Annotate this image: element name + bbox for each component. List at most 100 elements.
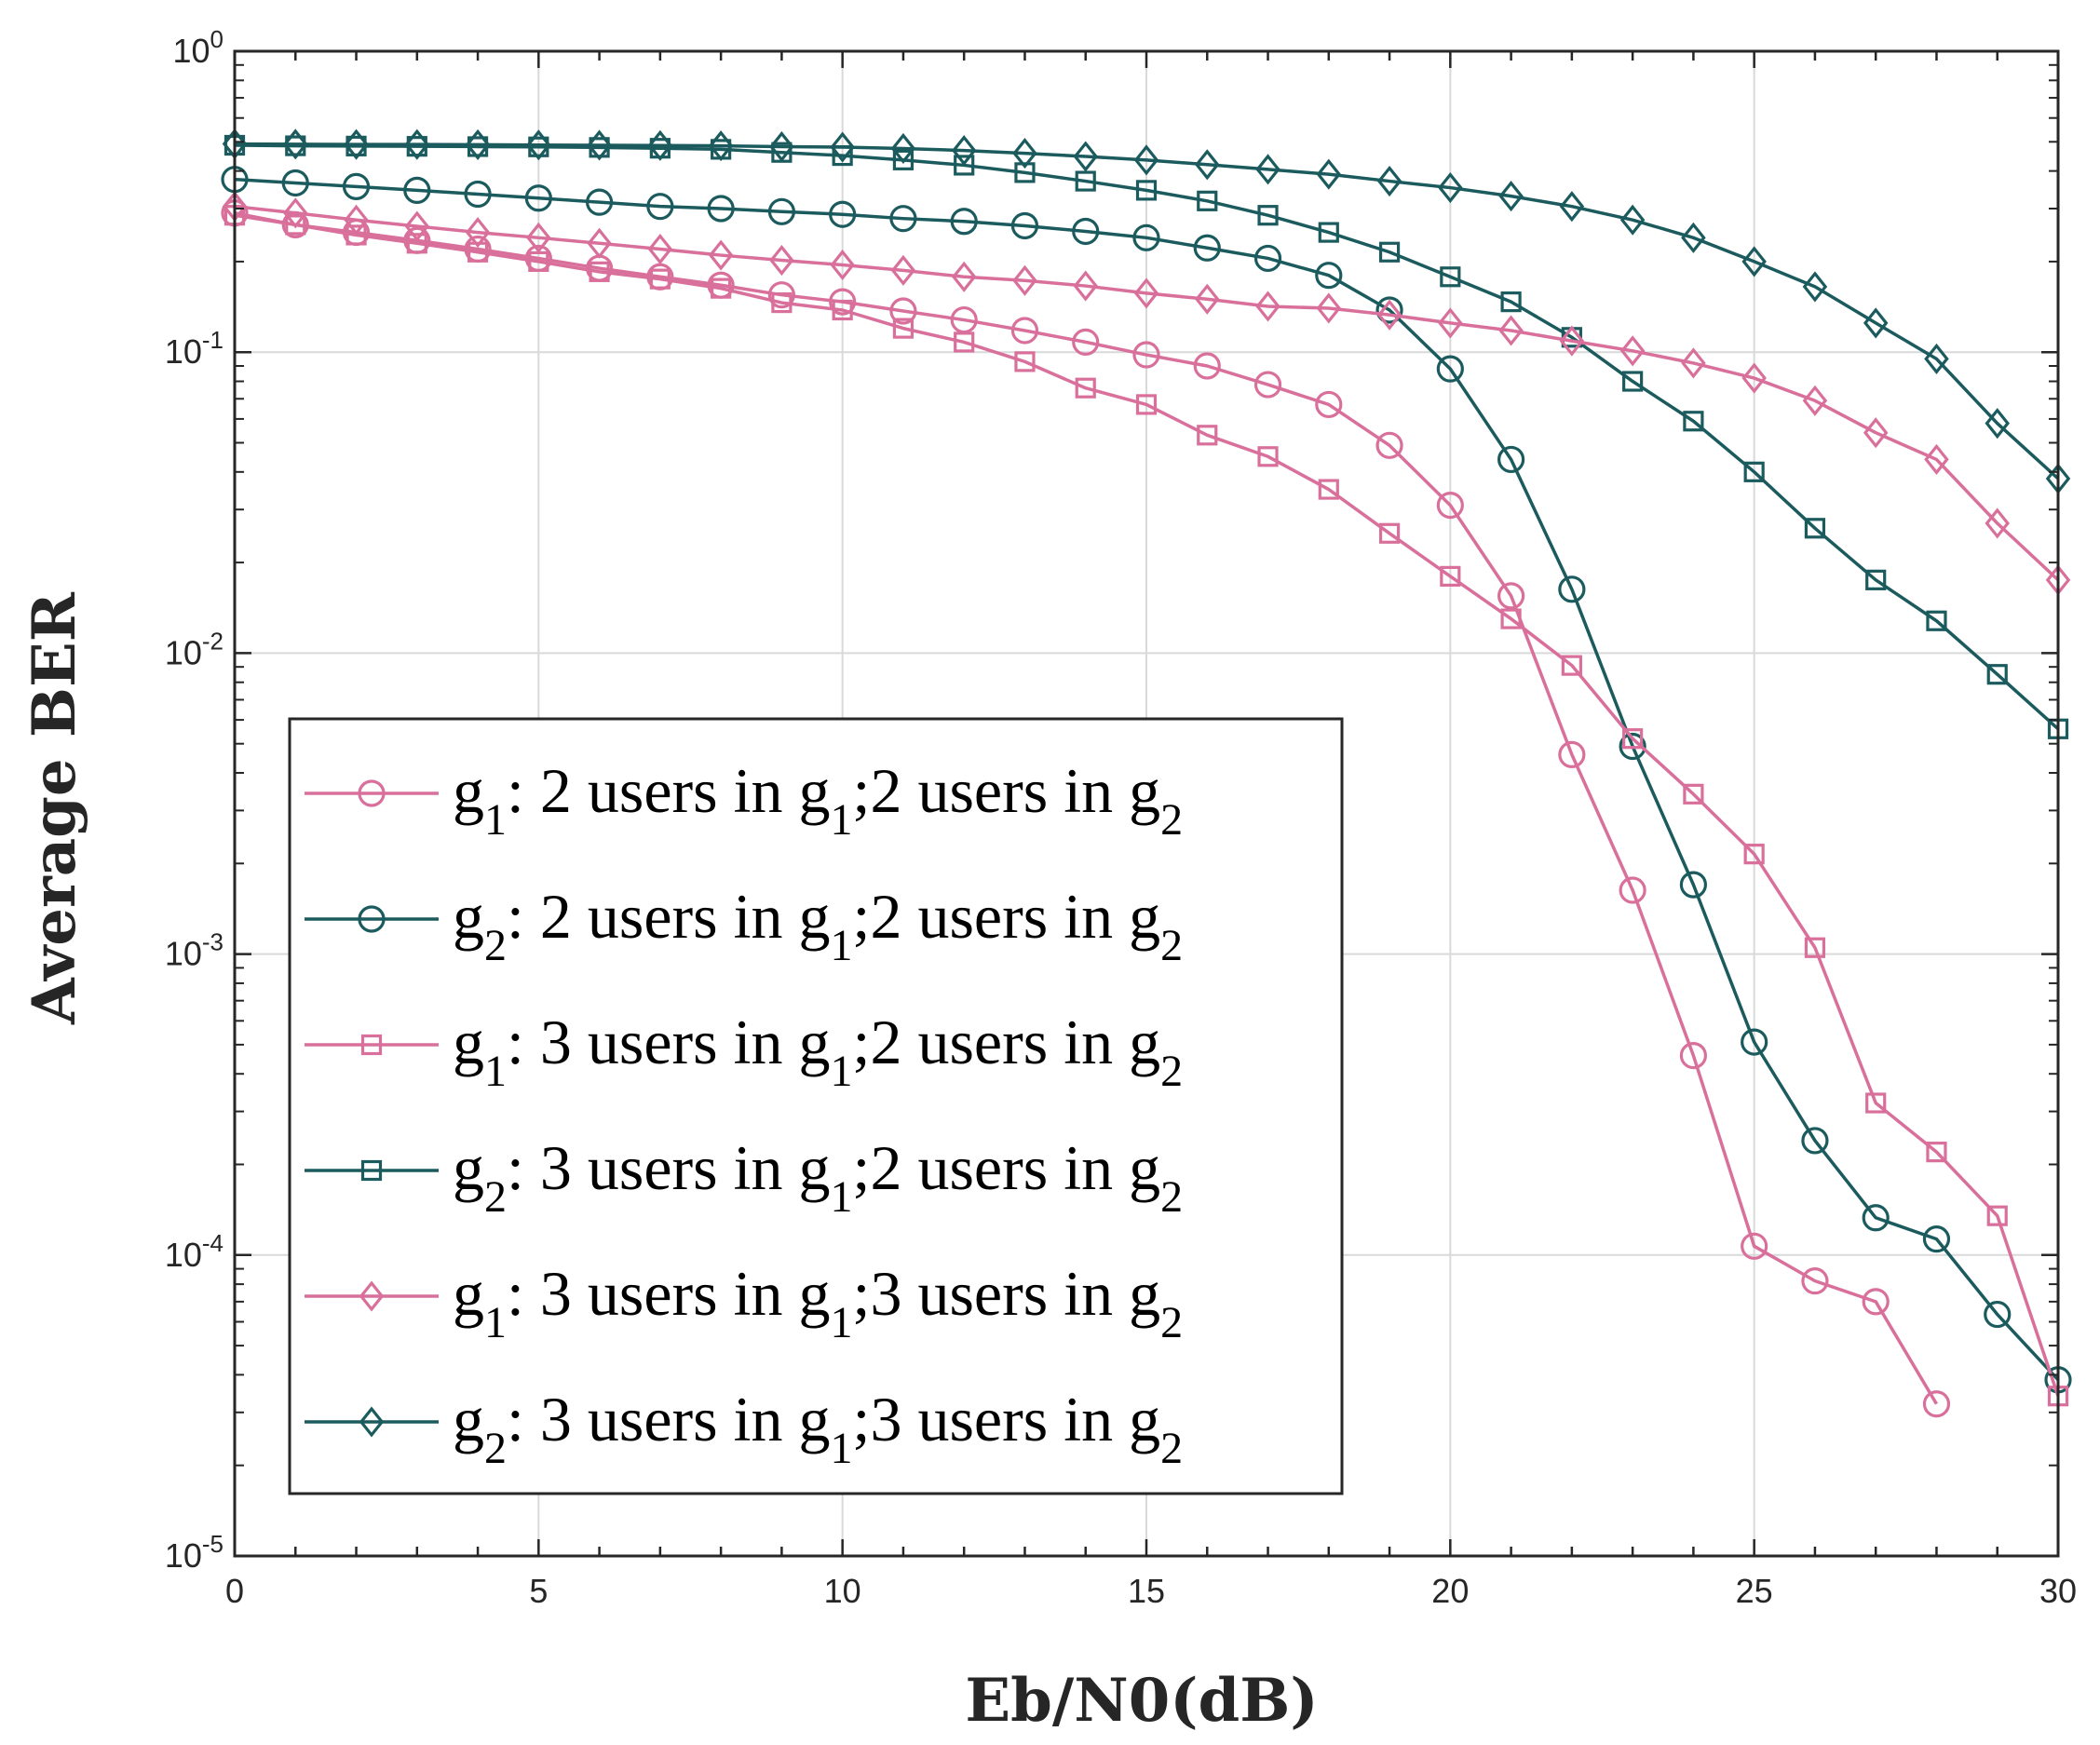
data-point: [1257, 446, 1279, 467]
data-point: [1072, 217, 1100, 246]
data-point: [1804, 937, 1826, 958]
data-point: [711, 277, 732, 299]
legend-marker: [359, 1280, 385, 1312]
axes: [233, 49, 2060, 1558]
legend-marker: [360, 1034, 383, 1056]
data-point: [1558, 575, 1586, 603]
data-point: [344, 204, 369, 236]
data-point: [464, 180, 492, 209]
legend-marker: [358, 905, 386, 933]
data-point: [1924, 443, 1949, 475]
data-point: [1135, 180, 1158, 201]
legend-label: g2: 2 users in g1;2 users in g2: [453, 881, 1183, 970]
data-point: [404, 210, 430, 242]
data-point: [1559, 325, 1585, 357]
data-point: [954, 155, 975, 176]
data-point: [1683, 783, 1704, 805]
data-point: [950, 208, 978, 236]
data-point: [465, 129, 491, 160]
data-point: [1924, 343, 1949, 374]
data-point: [1801, 1267, 1829, 1295]
data-point: [951, 261, 977, 292]
data-point: [647, 129, 673, 161]
data-point: [769, 244, 794, 277]
y-axis-label: Average BER: [20, 591, 89, 1025]
data-point: [526, 222, 551, 253]
data-point: [1316, 292, 1342, 324]
data-point: [708, 130, 734, 162]
data-point: [1619, 732, 1646, 761]
x-tick-label: 5: [529, 1572, 548, 1610]
data-point: [283, 129, 308, 160]
data-point: [1073, 270, 1098, 302]
data-point: [1804, 518, 1826, 539]
data-point: [1985, 507, 2010, 539]
data-point: [1253, 244, 1282, 273]
data-point: [1318, 479, 1339, 500]
data-point: [1622, 371, 1644, 392]
data-point: [1622, 728, 1644, 750]
data-point: [1926, 610, 1947, 631]
data-point: [1985, 408, 2010, 440]
data-point: [1802, 271, 1828, 303]
x-tick-label: 0: [225, 1572, 244, 1610]
legend-box: [288, 717, 1344, 1495]
data-point: [587, 129, 612, 161]
data-point: [1741, 1028, 1768, 1056]
y-tick-label: 100: [172, 25, 224, 70]
data-point: [1315, 390, 1343, 419]
data-point: [1986, 1205, 2008, 1226]
data-point: [345, 224, 367, 246]
data-point: [1500, 291, 1522, 313]
data-point: [1802, 385, 1828, 416]
data-point: [1679, 871, 1708, 899]
legend-label: g1: 2 users in g1;2 users in g2: [453, 755, 1183, 845]
x-tick-label: 30: [2039, 1572, 2077, 1610]
data-point: [281, 169, 309, 197]
data-point: [646, 193, 674, 221]
data-point: [1619, 204, 1646, 236]
data-point: [1135, 394, 1158, 415]
data-point: [1197, 425, 1218, 446]
data-point: [890, 132, 916, 165]
data-point: [1436, 491, 1464, 520]
data-point: [708, 239, 734, 271]
data-point: [1862, 1288, 1890, 1316]
data-point: [1376, 165, 1402, 197]
data-point: [767, 197, 796, 225]
data-point: [1075, 170, 1096, 192]
legend-label: g1: 3 users in g1;2 users in g2: [453, 1007, 1183, 1096]
data-point: [830, 131, 855, 163]
plot-area: [221, 128, 2072, 1418]
series-line: [234, 213, 2060, 1397]
data-point: [1012, 264, 1037, 296]
data-point: [1741, 1232, 1768, 1260]
data-point: [830, 249, 855, 281]
x-tick-label: 10: [824, 1572, 861, 1610]
data-point: [285, 214, 306, 236]
data-point: [1743, 844, 1765, 865]
data-point: [889, 297, 917, 325]
data-point: [1498, 181, 1524, 212]
data-point: [404, 129, 430, 160]
data-point: [1010, 211, 1039, 240]
data-point: [403, 176, 431, 204]
data-point: [1559, 191, 1585, 223]
data-point: [1865, 569, 1887, 590]
data-point: [1497, 582, 1525, 610]
data-point: [344, 129, 369, 160]
data-point: [1619, 335, 1646, 367]
data-point: [1375, 296, 1403, 324]
data-point: [1195, 149, 1220, 181]
data-point: [892, 149, 915, 170]
data-point: [951, 135, 977, 167]
data-point: [1193, 352, 1221, 380]
data-point: [1863, 307, 1889, 339]
data-point: [1679, 1041, 1708, 1070]
data-point: [1255, 154, 1280, 185]
data-point: [1922, 1390, 1951, 1418]
data-point: [1318, 222, 1339, 243]
series-line: [234, 177, 2060, 1381]
legend-marker: [359, 1406, 385, 1438]
